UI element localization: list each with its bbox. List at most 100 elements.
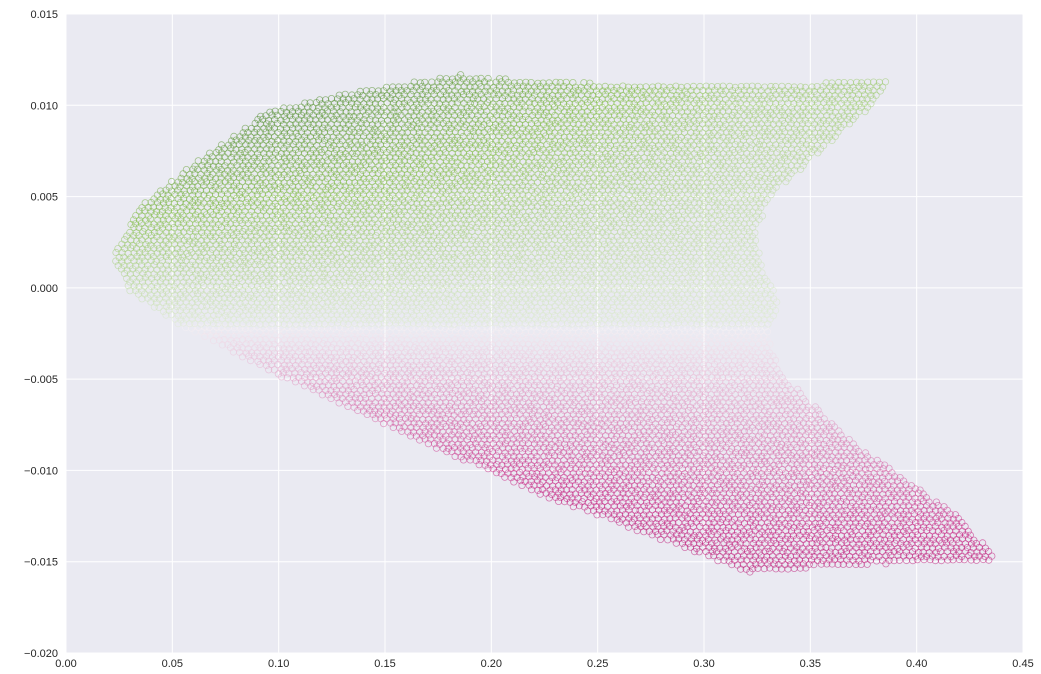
scatter-point xyxy=(793,519,801,527)
scatter-point xyxy=(631,506,640,514)
scatter-point xyxy=(922,518,930,527)
scatter-point xyxy=(842,506,850,515)
scatter-point xyxy=(746,485,754,493)
scatter-point xyxy=(978,539,987,547)
scatter-point xyxy=(863,511,871,519)
scatter-point xyxy=(716,485,724,494)
scatter-point xyxy=(640,502,648,510)
scatter-point xyxy=(702,506,710,514)
scatter-point xyxy=(922,511,931,519)
scatter-point xyxy=(723,552,731,560)
scatter-point xyxy=(752,560,760,568)
scatter-point xyxy=(811,544,819,552)
scatter-point xyxy=(963,543,972,552)
scatter-point xyxy=(781,552,790,560)
scatter-point xyxy=(858,502,866,511)
scatter-point xyxy=(932,548,940,556)
scatter-point xyxy=(670,510,678,518)
scatter-point xyxy=(817,543,825,552)
scatter-point xyxy=(920,523,928,531)
scatter-point xyxy=(640,511,648,519)
scatter-point xyxy=(894,511,902,519)
scatter-point xyxy=(672,498,681,506)
scatter-point xyxy=(657,527,666,535)
scatter-point xyxy=(613,507,621,515)
scatter-point xyxy=(826,548,834,556)
scatter-point xyxy=(648,497,657,506)
scatter-point xyxy=(719,489,728,497)
scatter-point xyxy=(863,560,871,568)
scatter-point xyxy=(702,497,710,505)
scatter-point xyxy=(887,543,895,551)
scatter-point xyxy=(642,490,650,498)
scatter-point xyxy=(896,498,904,506)
scatter-point xyxy=(831,548,840,557)
scatter-point xyxy=(870,510,878,518)
scatter-point xyxy=(764,544,772,552)
scatter-point xyxy=(767,531,775,540)
scatter-point xyxy=(887,493,896,502)
scatter-point xyxy=(757,552,765,560)
scatter-point xyxy=(805,560,813,568)
scatter-point xyxy=(760,490,768,498)
scatter-point xyxy=(857,535,865,544)
scatter-point xyxy=(878,498,887,506)
scatter-point xyxy=(603,503,612,511)
scatter-point xyxy=(849,514,857,523)
scatter-point xyxy=(931,540,939,548)
scatter-point xyxy=(663,510,671,518)
scatter-point xyxy=(798,502,806,511)
scatter-point xyxy=(870,494,879,502)
scatter-point xyxy=(722,544,730,553)
scatter-point xyxy=(538,485,547,493)
scatter-point xyxy=(667,531,675,539)
scatter-point xyxy=(816,536,824,544)
scatter-point xyxy=(684,490,692,498)
scatter-point xyxy=(875,552,883,561)
scatter-point xyxy=(795,531,804,540)
scatter-point xyxy=(660,506,669,514)
scatter-point xyxy=(735,510,743,518)
scatter-point xyxy=(888,527,896,535)
scatter-point xyxy=(828,552,836,560)
scatter-point xyxy=(686,528,694,536)
scatter-point xyxy=(755,539,763,547)
scatter-point xyxy=(681,543,689,552)
scatter-point xyxy=(767,498,775,507)
scatter-point xyxy=(951,511,960,519)
scatter-point xyxy=(687,519,695,527)
scatter-point xyxy=(916,486,924,494)
scatter-point xyxy=(708,506,716,515)
scatter-point xyxy=(767,506,775,514)
scatter-point xyxy=(710,485,718,494)
scatter-point xyxy=(814,506,822,514)
scatter-point xyxy=(810,560,818,569)
scatter-point xyxy=(975,552,983,560)
scatter-point xyxy=(786,560,795,569)
scatter-point xyxy=(725,540,733,548)
scatter-point xyxy=(944,514,952,522)
scatter-point xyxy=(894,551,902,560)
scatter-point xyxy=(848,498,857,506)
scatter-point xyxy=(890,556,898,565)
scatter-point xyxy=(652,486,660,494)
scatter-point xyxy=(746,552,754,560)
scatter-point xyxy=(690,532,698,540)
scatter-point xyxy=(783,490,792,498)
scatter-point xyxy=(728,502,737,510)
scatter-point xyxy=(770,560,778,568)
scatter-point xyxy=(973,548,981,556)
scatter-point xyxy=(714,515,722,523)
scatter-point xyxy=(962,547,970,555)
scatter-point xyxy=(900,552,908,560)
scatter-point xyxy=(931,522,939,530)
scatter-point xyxy=(777,539,786,548)
scatter-point xyxy=(746,535,754,543)
scatter-point xyxy=(599,510,607,519)
scatter-point xyxy=(725,507,733,515)
scatter-point xyxy=(895,556,904,564)
scatter-point xyxy=(770,519,778,527)
scatter-point xyxy=(925,498,933,506)
scatter-point xyxy=(935,511,943,519)
scatter-point xyxy=(866,523,875,531)
